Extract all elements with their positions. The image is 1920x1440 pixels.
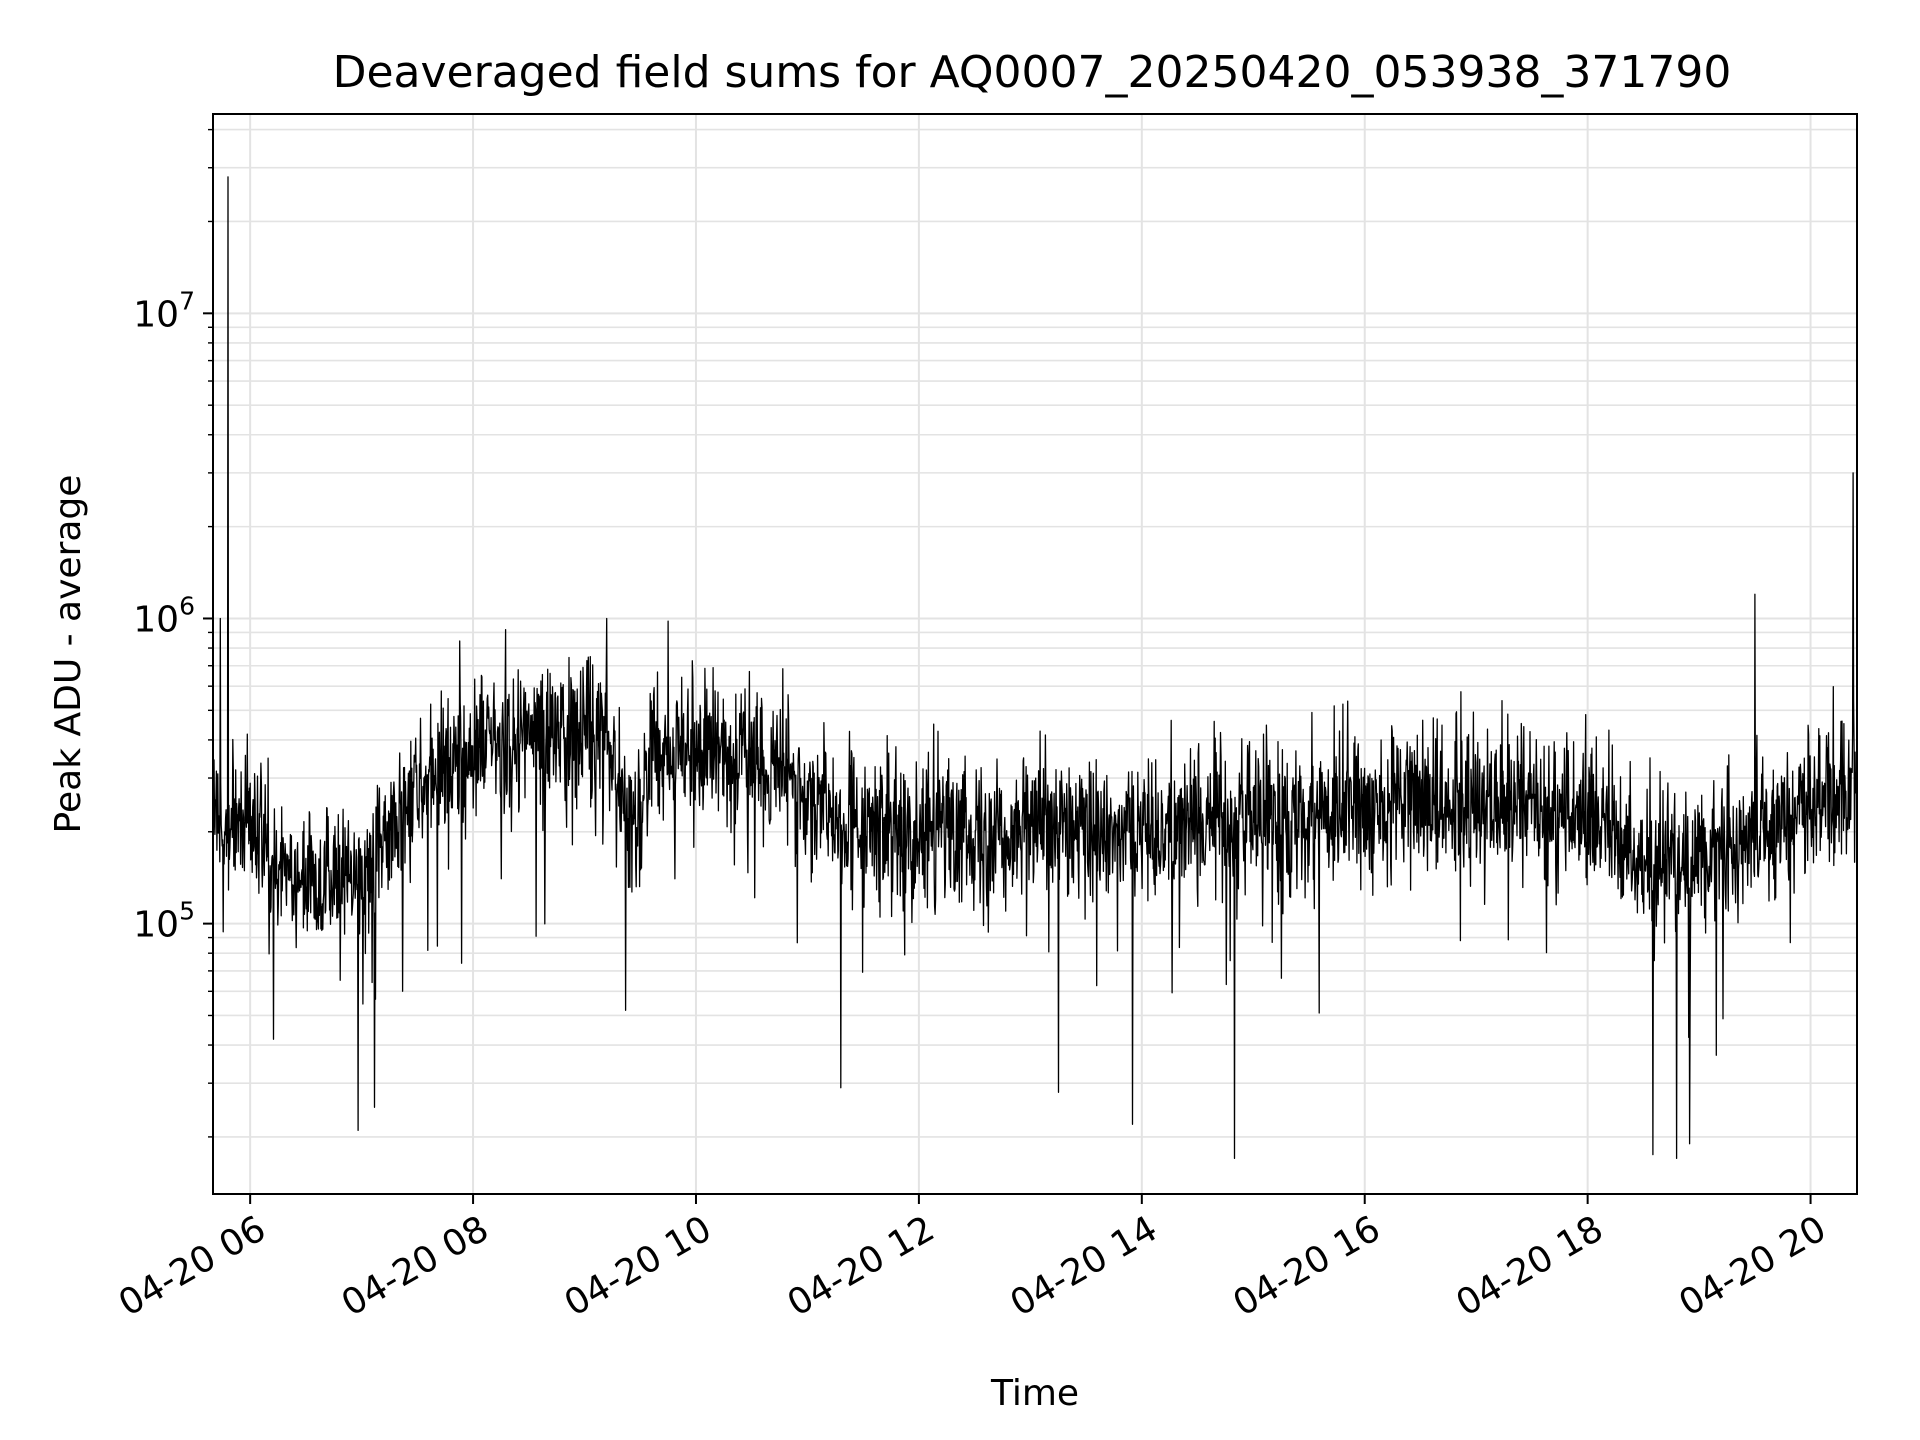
plot-frame (212, 113, 1858, 1195)
y-axis: 105 106 107 (133, 128, 213, 1138)
y-tick-label: 105 (133, 897, 195, 946)
y-tick-label: 107 (133, 286, 195, 335)
data-line (212, 176, 1858, 1160)
y-axis-label: Peak ADU - average (48, 475, 89, 834)
x-axis-label: Time (990, 1373, 1079, 1414)
y-tick-label: 106 (133, 591, 195, 640)
plot-line (212, 176, 1858, 1160)
chart-title: Deaveraged field sums for AQ0007_2025042… (333, 47, 1732, 98)
